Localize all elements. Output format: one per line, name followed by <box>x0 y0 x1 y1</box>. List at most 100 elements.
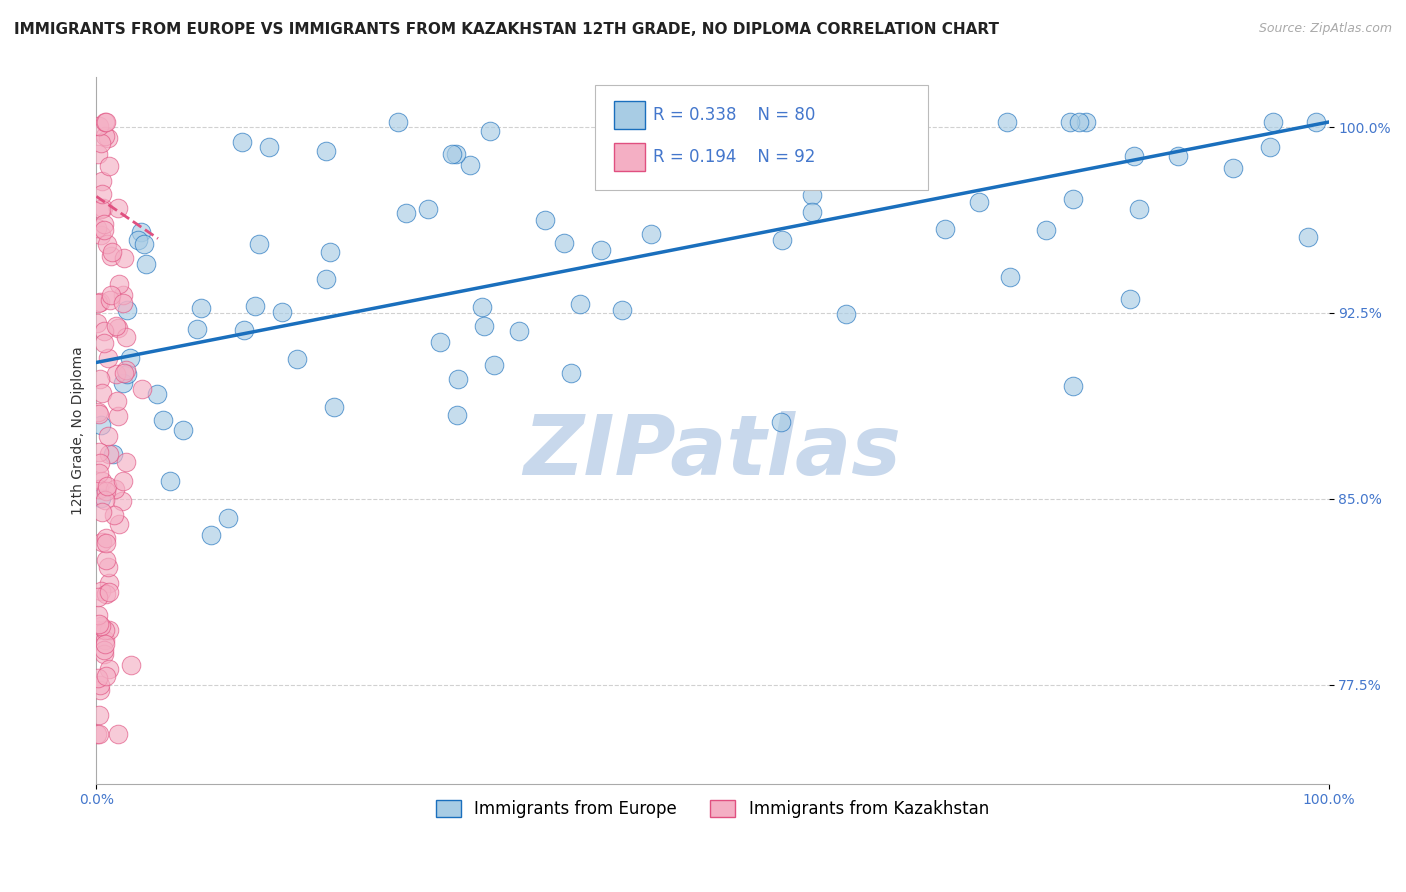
Point <box>90 505 112 519</box>
Point <box>131 382 153 396</box>
Point <box>129 225 152 239</box>
Point <box>101 447 124 461</box>
Text: R = 0.194    N = 92: R = 0.194 N = 92 <box>654 148 815 166</box>
Point <box>858 143 880 157</box>
Point <box>610 303 633 318</box>
Point <box>90 417 112 432</box>
Point <box>94 531 117 545</box>
Point <box>315 272 337 286</box>
Point <box>100 288 122 302</box>
Point <box>478 123 501 137</box>
Point <box>89 683 111 698</box>
Point <box>87 707 110 722</box>
Point <box>270 304 292 318</box>
Point <box>90 202 112 216</box>
Point <box>127 233 149 247</box>
Point <box>1059 115 1081 129</box>
Point <box>100 249 122 263</box>
Point <box>86 316 108 330</box>
Point <box>86 623 108 637</box>
Point <box>1062 192 1084 206</box>
Point <box>1067 115 1090 129</box>
Point <box>115 455 138 469</box>
Text: R = 0.338    N = 80: R = 0.338 N = 80 <box>654 106 815 124</box>
Point <box>87 405 110 419</box>
Point <box>217 510 239 524</box>
Point <box>96 669 118 683</box>
Point <box>172 423 194 437</box>
Point <box>112 251 135 265</box>
Point <box>1074 115 1097 129</box>
Point <box>98 293 121 307</box>
Point <box>257 140 280 154</box>
Point <box>967 195 990 210</box>
Point <box>94 535 117 549</box>
Point <box>285 352 308 367</box>
Point <box>1261 115 1284 129</box>
Point <box>104 367 127 381</box>
Point <box>534 213 557 227</box>
Point <box>472 319 495 334</box>
Point <box>97 428 120 442</box>
Point <box>97 623 120 637</box>
Point <box>87 147 110 161</box>
Point <box>115 303 138 318</box>
Point <box>186 322 208 336</box>
Point <box>107 202 129 216</box>
Point <box>801 187 824 202</box>
Point <box>94 587 117 601</box>
Point <box>96 483 118 498</box>
Point <box>101 244 124 259</box>
Point <box>444 147 467 161</box>
Point <box>87 466 110 480</box>
Point <box>668 115 690 129</box>
Point <box>770 233 793 247</box>
Point <box>93 335 115 350</box>
Point <box>853 173 876 187</box>
Point <box>94 129 117 144</box>
Point <box>1122 149 1144 163</box>
Point <box>89 727 111 741</box>
Point <box>322 400 344 414</box>
Point <box>482 358 505 372</box>
Point <box>90 535 112 549</box>
Point <box>395 206 418 220</box>
Point <box>416 202 439 217</box>
Point <box>233 323 256 337</box>
Point <box>1298 230 1320 244</box>
Point <box>446 408 468 422</box>
Point <box>107 394 129 409</box>
Point <box>111 296 134 310</box>
Point <box>640 227 662 242</box>
Point <box>997 115 1019 129</box>
Point <box>1062 379 1084 393</box>
Point <box>429 335 451 350</box>
Point <box>90 584 112 599</box>
Point <box>315 144 337 158</box>
Point <box>801 204 824 219</box>
Point <box>90 186 112 201</box>
Point <box>107 409 129 424</box>
Point <box>115 363 138 377</box>
Point <box>107 320 129 334</box>
Point <box>553 236 575 251</box>
Text: IMMIGRANTS FROM EUROPE VS IMMIGRANTS FROM KAZAKHSTAN 12TH GRADE, NO DIPLOMA CORR: IMMIGRANTS FROM EUROPE VS IMMIGRANTS FRO… <box>14 22 1000 37</box>
Point <box>90 619 112 633</box>
FancyBboxPatch shape <box>614 101 645 129</box>
Point <box>104 318 127 333</box>
Point <box>94 492 117 507</box>
Point <box>120 657 142 672</box>
Legend: Immigrants from Europe, Immigrants from Kazakhstan: Immigrants from Europe, Immigrants from … <box>429 793 995 825</box>
Point <box>118 351 141 365</box>
Point <box>1128 202 1150 216</box>
Point <box>589 243 612 257</box>
Text: ZIPatlas: ZIPatlas <box>523 411 901 492</box>
Point <box>107 727 129 741</box>
Point <box>89 295 111 310</box>
Point <box>111 474 134 488</box>
Point <box>471 300 494 314</box>
Point <box>97 585 120 599</box>
Point <box>94 623 117 637</box>
Point <box>111 493 134 508</box>
Text: Source: ZipAtlas.com: Source: ZipAtlas.com <box>1258 22 1392 36</box>
